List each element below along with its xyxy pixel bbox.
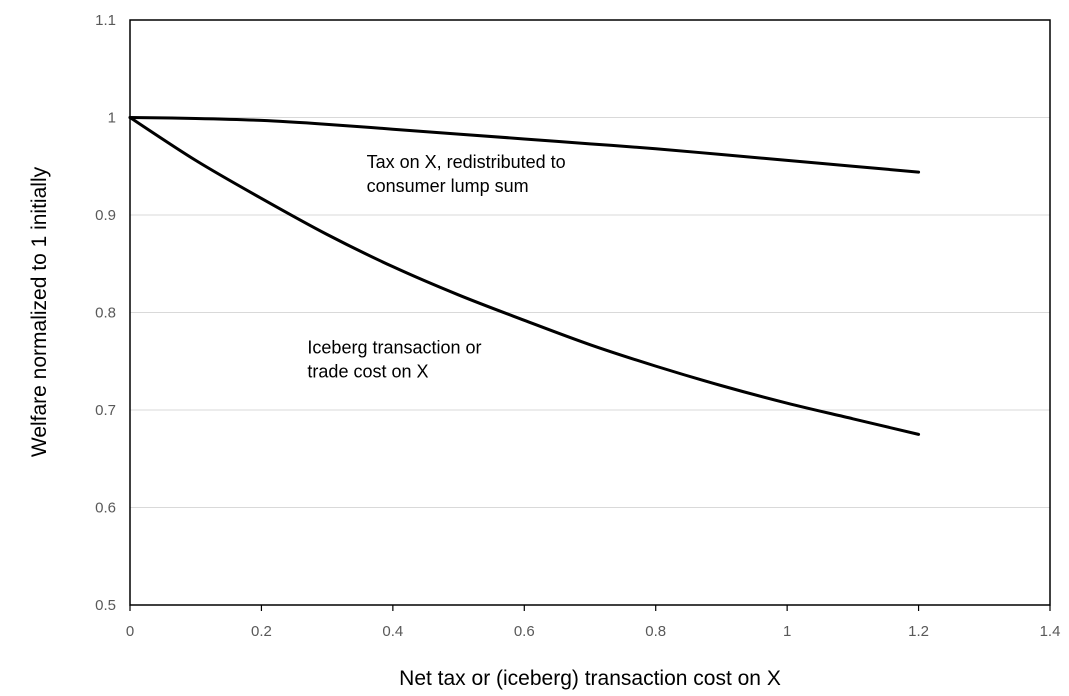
annotation-1: Tax on X, redistributed to consumer lump … — [367, 152, 566, 196]
annotation-line: consumer lump sum — [367, 176, 529, 196]
x-tick-label: 1.4 — [1040, 623, 1061, 640]
series-line-1 — [128, 116, 921, 174]
annotation-line: Iceberg transaction or — [307, 337, 481, 357]
y-tick-label: 0.8 — [95, 305, 116, 322]
y-tick-label: 0.7 — [95, 402, 116, 419]
annotations: Tax on X, redistributed to consumer lump … — [307, 152, 565, 381]
annotation-2: Iceberg transaction or trade cost on X — [307, 337, 481, 381]
y-tick-label: 1 — [108, 110, 116, 127]
x-tick-label: 0.2 — [251, 623, 272, 640]
x-axis-title: Net tax or (iceberg) transaction cost on… — [399, 667, 781, 690]
x-tick-label: 0 — [126, 623, 134, 640]
annotation-line: Tax on X, redistributed to — [367, 152, 566, 172]
series-line-2 — [128, 116, 921, 436]
series-layer — [128, 116, 921, 436]
x-tick-label: 0.8 — [645, 623, 666, 640]
y-axis-title: Welfare normalized to 1 initially — [28, 166, 51, 457]
annotation-line: trade cost on X — [307, 361, 428, 381]
y-axis-tick-labels: 0.5 0.6 0.7 0.8 0.9 1 1.1 — [95, 12, 116, 614]
x-tick-label: 0.4 — [382, 623, 403, 640]
plot-area-frame — [129, 19, 1051, 606]
x-tick-label: 1 — [783, 623, 791, 640]
y-tick-label: 0.5 — [95, 597, 116, 614]
x-axis-tick-labels: 0 0.2 0.4 0.6 0.8 1 1.2 1.4 — [126, 605, 1061, 640]
x-tick-label: 0.6 — [514, 623, 535, 640]
y-tick-label: 0.6 — [95, 500, 116, 517]
x-tick-label: 1.2 — [908, 623, 929, 640]
y-tick-label: 1.1 — [95, 12, 116, 29]
gridlines — [130, 117, 1050, 508]
y-tick-label: 0.9 — [95, 207, 116, 224]
